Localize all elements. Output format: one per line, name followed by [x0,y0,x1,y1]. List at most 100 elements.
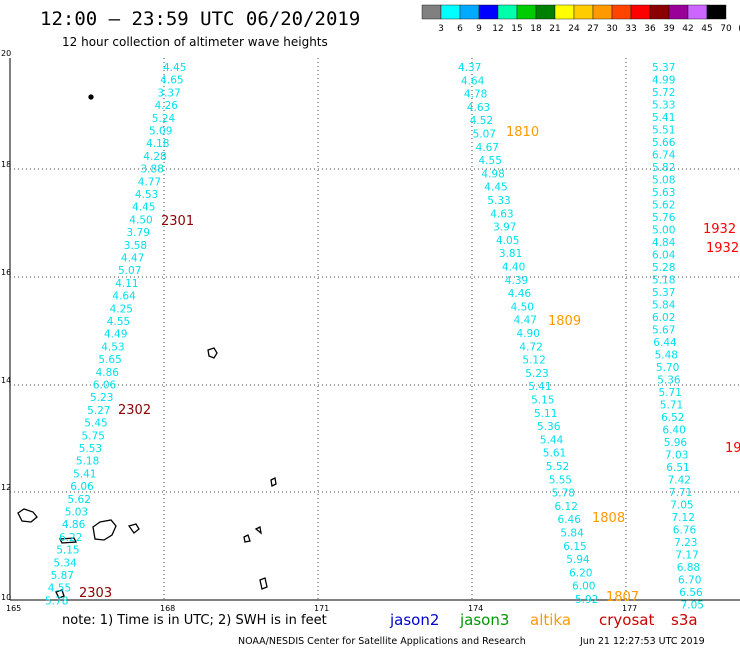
wave-height-value: 4.84 [652,237,676,249]
wave-height-value: 4.55 [479,155,502,167]
units-note: note: 1) Time is in UTC; 2) SWH is in fe… [62,613,327,628]
wave-height-value: 4.64 [112,291,136,303]
wave-height-value: 5.72 [652,87,675,99]
island-outline [55,589,65,599]
island-outline [243,534,251,543]
wave-height-value: 5.36 [537,421,561,433]
wave-height-value: 5.75 [82,430,105,442]
wave-height-value: 5.18 [652,275,675,287]
longitude-tick-label: 165 [6,604,21,613]
wave-height-value: 5.70 [656,362,679,374]
wave-height-value: 5.45 [84,418,107,430]
wave-height-value: 6.20 [569,567,592,579]
wave-height-value: 5.03 [65,507,88,519]
wave-height-value: 5.18 [76,456,99,468]
wave-height-value: 5.34 [53,557,77,569]
track-2: 4.374.644.784.634.525.074.674.554.984.45… [458,62,598,606]
colorbar-swatch [421,4,442,20]
colorbar-label: 27 [587,24,598,34]
wave-height-value: 7.71 [669,487,692,499]
wave-height-value: 4.47 [121,253,144,265]
wave-height-value: 4.98 [481,168,504,180]
wave-height-value: 5.51 [652,125,675,137]
wave-height-value: 5.65 [98,354,121,366]
wave-height-value: 5.00 [652,225,675,237]
colorbar-swatch [497,4,518,20]
wave-height-value: 4.53 [135,189,158,201]
colorbar-label: 24 [568,24,580,34]
track-3: 5.374.995.725.335.415.515.666.745.825.08… [652,62,704,612]
wave-height-value: 4.77 [138,176,161,188]
latitude-tick-label: 12 [1,483,11,492]
wave-height-value: 4.90 [517,328,540,340]
wave-height-value: 7.05 [670,500,693,512]
colorbar-label: 9 [476,24,482,34]
pass-time-label: 1809 [548,314,581,329]
wave-height-value: 5.66 [652,137,676,149]
wave-height-value: 5.48 [655,350,678,362]
wave-height-value: 6.04 [652,250,676,262]
wave-height-value: 7.12 [672,512,695,524]
wave-height-value: 4.78 [464,89,487,101]
wave-height-value: 7.17 [675,550,698,562]
wave-height-value: 4.55 [107,316,130,328]
wave-height-value: 5.41 [652,112,675,124]
island-outline [207,347,218,359]
wave-height-value: 6.12 [555,501,578,513]
track-1: 4.454.653.374.265.245.094.184.283.884.77… [45,62,186,607]
wave-height-value: 6.51 [666,462,689,474]
colorbar-label: 36 [644,24,656,34]
wave-height-value: 5.78 [45,595,68,607]
wave-height-value: 4.49 [104,329,127,341]
wave-height-value: 5.37 [652,62,675,74]
page-subtitle: 12 hour collection of altimeter wave hei… [62,35,328,49]
pass-time-label: 19 [725,441,740,456]
wave-height-value: 4.86 [96,367,120,379]
wave-height-value: 5.84 [560,528,584,540]
colorbar-label: 33 [625,24,636,34]
pass-time-label: 1807 [606,590,639,605]
wave-height-value: 5.44 [540,434,564,446]
island-outline [254,526,262,535]
wave-height-value: 5.23 [525,368,548,380]
pass-time-label: 1808 [592,511,625,526]
latitude-tick-label: 16 [1,268,11,277]
wave-height-value: 6.52 [661,412,684,424]
colorbar-swatch [459,4,480,20]
wave-height-value: 7.23 [674,537,697,549]
colorbar-swatch [687,4,708,20]
wave-height-value: 4.53 [101,341,124,353]
colorbar-label: 12 [492,24,503,34]
wave-height-value: 6.00 [572,581,595,593]
wave-height-value: 5.08 [652,175,675,187]
colorbar-swatch [611,4,632,20]
wave-height-value: 5.15 [531,395,554,407]
colorbar-label: 3 [438,24,444,34]
colorbar-label: 30 [606,24,618,34]
wave-height-value: 4.65 [160,75,183,87]
island-outline [92,519,117,541]
island-outline [270,477,277,487]
wave-height-value: 6.76 [673,525,697,537]
wave-height-value: 4.37 [458,62,481,74]
wave-height-value: 5.41 [73,468,96,480]
satellite-legend: jason2 jason3 altika cryosat s3a [389,611,698,629]
wave-height-value: 5.11 [534,408,557,420]
altimeter-tracks: 4.454.653.374.265.245.094.184.283.884.77… [45,62,704,612]
wave-height-value: 4.99 [652,75,675,87]
wave-height-value: 4.05 [496,235,519,247]
colorbar-swatch [668,4,689,20]
satellite-name-cryosat: cryosat [599,611,654,629]
wave-height-value: 7.05 [681,600,704,612]
island-outline [259,577,268,590]
island-outline [127,523,140,534]
wave-height-value: 6.40 [662,425,685,437]
colorbar-label: 70 [720,24,732,34]
map-grid: 165 168 171 174 177 10 12 14 16 18 20 [1,49,740,613]
wave-height-value: 4.52 [470,115,493,127]
longitude-tick-label: 174 [468,604,483,613]
colorbar-label: 45 [701,24,712,34]
